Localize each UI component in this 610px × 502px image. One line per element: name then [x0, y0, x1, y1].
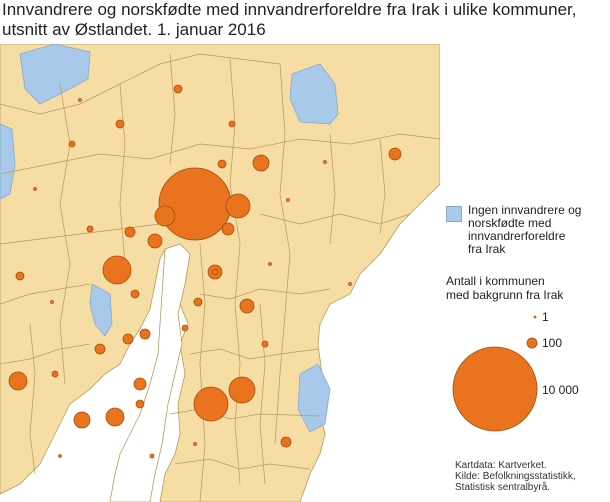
circle-sm-4 [286, 198, 290, 202]
circle-sm-1 [50, 300, 54, 304]
source-line-2: Kilde: Befolkningsstatistikk, [455, 471, 576, 482]
circle-nittedal [217, 159, 227, 169]
circle-sm-9 [193, 442, 197, 446]
lake-northeast [289, 63, 339, 125]
circle-ullensaker [252, 154, 270, 172]
circle-moss [239, 298, 255, 314]
circle-jevnaker [173, 84, 183, 94]
circle-ringerike [68, 140, 76, 148]
legend: Ingen innvandrere og norskfødte med innv… [446, 204, 606, 256]
legend-none-line-4: fra Irak [468, 242, 506, 256]
circle-gjovik [115, 119, 125, 129]
legend-size-symbols: 1 100 10 000 [452, 310, 579, 432]
source-line-3: Statistisk sentralbyrå. [455, 482, 551, 493]
source-note: Kartdata: Kartverket. Kilde: Befolknings… [455, 460, 576, 493]
legend-size-title-line-1: Antall i kommunen [446, 274, 545, 288]
circle-halden [280, 436, 292, 448]
legend-size-title: Antall i kommunen med bakgrunn fra Irak [446, 274, 563, 302]
circle-sm-2 [33, 187, 37, 191]
legend-none-item: Ingen innvandrere og norskfødte med innv… [446, 204, 606, 256]
circle-lorenskog [225, 193, 251, 219]
circle-sande [122, 333, 134, 345]
circle-lillestrom [221, 222, 235, 236]
circles [8, 84, 402, 459]
legend-size-title-line-2: med bakgrunn fra Irak [446, 288, 564, 302]
circle-sandefjord [105, 407, 125, 427]
circle-hol [124, 226, 136, 238]
municipal-borders [0, 53, 440, 502]
lake-tyrifjorden [89, 283, 113, 337]
legend-value-1: 1 [542, 310, 549, 324]
circle-raade [181, 324, 189, 332]
circle-drammen [102, 255, 132, 285]
oslofjord [109, 243, 191, 502]
lake-northwest [19, 44, 91, 105]
circle-skiptvet [261, 340, 269, 348]
legend-circle-100 [526, 337, 538, 349]
circle-stokke [135, 399, 145, 409]
circle-sm-5 [268, 262, 272, 266]
circle-tonsberg [133, 377, 147, 391]
legend-none-line-3: innvandrerforeldre [468, 229, 566, 243]
legend-none-swatch [446, 206, 462, 222]
circle-tjome [149, 453, 155, 459]
map-title: Innvandrere og norskfødte med innvandrer… [2, 0, 577, 39]
map [0, 44, 440, 502]
legend-value-10000: 10 000 [542, 383, 579, 397]
circle-porsgrunn [8, 371, 28, 391]
source-line-1: Kartdata: Kartverket. [455, 460, 547, 471]
circle-sm-6 [78, 98, 82, 102]
circle-asker [147, 233, 163, 249]
legend-value-100: 100 [542, 336, 562, 350]
legend-circle-1 [533, 315, 537, 319]
lake-southeast [297, 363, 331, 433]
circle-hurum [130, 289, 140, 299]
circle-vestby [193, 297, 203, 307]
legend-none-label: Ingen innvandrere og norskfødte med innv… [468, 204, 581, 256]
legend-none-line-1: Ingen innvandrere og [468, 203, 582, 217]
circle-hamar [388, 147, 402, 161]
circle-larvik [73, 411, 91, 429]
legend-circle-10000 [452, 346, 538, 432]
circle-sm-8 [348, 282, 352, 286]
circle-sm-3 [323, 160, 327, 164]
lake-west [0, 123, 16, 200]
circle-baerum [154, 205, 176, 227]
circle-modum [86, 225, 94, 233]
legend-none-line-2: norskfødte med [468, 216, 552, 230]
circle-rygge [211, 268, 219, 276]
circle-re [94, 343, 106, 355]
circle-sm-7 [58, 454, 62, 458]
circle-oslo [158, 167, 232, 241]
circle-kongsberg [15, 271, 25, 281]
circle-fredrikstad [193, 386, 229, 422]
circle-horten [139, 328, 151, 340]
circle-eidsvoll [228, 120, 236, 128]
circle-siljan [51, 370, 59, 378]
circle-sarpsborg [228, 376, 256, 404]
